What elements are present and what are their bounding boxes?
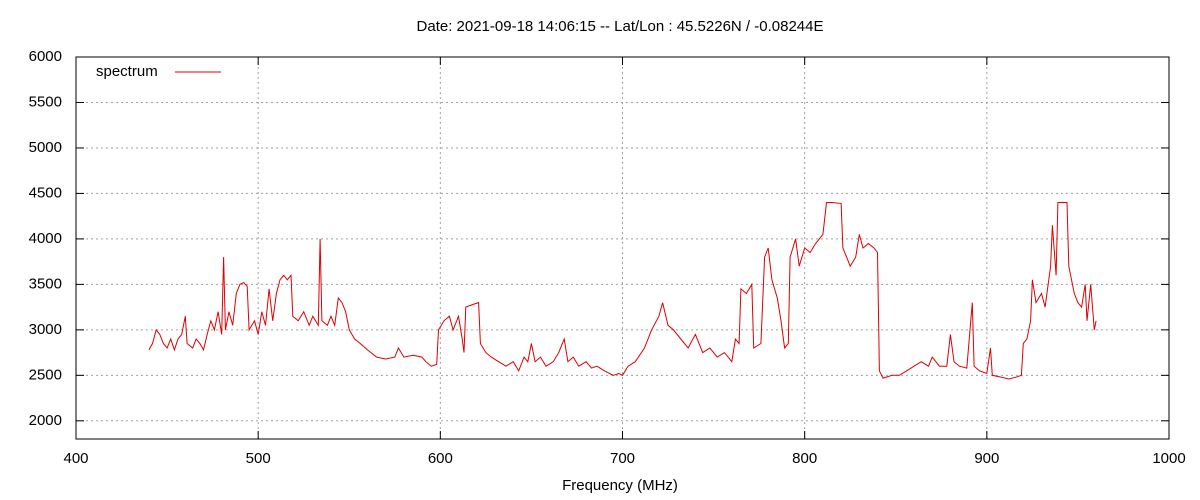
plot-border	[75, 56, 1170, 440]
chart-title: Date: 2021-09-18 14:06:15 -- Lat/Lon : 4…	[417, 18, 824, 35]
x-tick-label: 400	[63, 450, 88, 467]
x-tick-label: 600	[428, 450, 453, 467]
x-tick-label: 1000	[1152, 450, 1185, 467]
y-tick-label: 5000	[29, 139, 62, 156]
y-tick-label: 3000	[29, 321, 62, 338]
y-tick-label: 6000	[29, 48, 62, 65]
x-tick-label: 500	[246, 450, 271, 467]
x-axis-label: Frequency (MHz)	[562, 477, 678, 494]
x-tick-label: 900	[974, 450, 999, 467]
y-tick-label: 2000	[29, 412, 62, 429]
legend-label: spectrum	[96, 63, 158, 80]
x-tick-label: 700	[610, 450, 635, 467]
y-tick-label: 3500	[29, 275, 62, 292]
spectrum-line	[148, 202, 1097, 380]
y-tick-label: 5500	[29, 93, 62, 110]
y-tick-label: 4500	[29, 184, 62, 201]
y-tick-label: 4000	[29, 230, 62, 247]
y-tick-label: 2500	[29, 366, 62, 383]
x-tick-label: 800	[792, 450, 817, 467]
